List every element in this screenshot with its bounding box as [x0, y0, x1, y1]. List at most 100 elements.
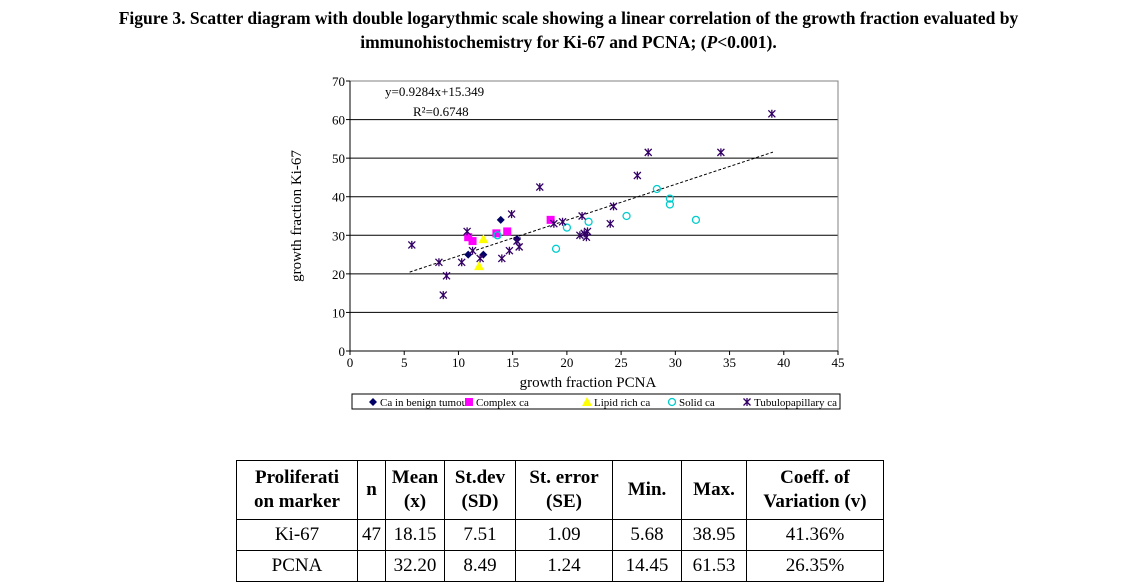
header-marker-1: Proliferati — [254, 467, 340, 488]
caption-line-2: immunohistochemistry for Ki-67 and PCNA;… — [0, 30, 1137, 54]
header-marker: Proliferati on marker — [236, 460, 358, 520]
data-point — [562, 223, 572, 232]
x-tick-label: 0 — [347, 355, 354, 370]
data-points — [407, 109, 776, 300]
cell-mean: 32.20 — [385, 550, 445, 582]
data-point — [644, 148, 653, 157]
data-point — [463, 227, 472, 236]
data-point — [507, 210, 516, 219]
cell-mean: 18.15 — [385, 519, 445, 551]
data-point — [665, 194, 675, 203]
x-tick-label: 35 — [723, 355, 736, 370]
data-point — [578, 212, 587, 220]
data-point — [606, 219, 615, 228]
data-point — [503, 227, 512, 236]
caption-line-2-a: immunohistochemistry for Ki-67 and PCNA;… — [360, 32, 707, 52]
header-stdev-1: St.dev — [454, 467, 506, 488]
x-tick-label: 10 — [452, 355, 465, 370]
cell-max: 38.95 — [681, 519, 747, 551]
cell-stdev: 7.51 — [444, 519, 516, 551]
trend-equation: y=0.9284x+15.349 — [385, 84, 484, 99]
y-axis-label: growth fraction Ki-67 — [289, 150, 305, 282]
axes: 0 10 20 30 40 50 60 70 0 5 10 15 20 25 30 35 40 45 — [332, 74, 845, 370]
data-point — [468, 246, 477, 255]
y-tick-label: 70 — [332, 74, 345, 89]
data-point — [468, 237, 477, 246]
data-point — [434, 258, 443, 267]
table-row: Ki-67 47 18.15 7.51 1.09 5.68 38.95 41.3… — [236, 519, 884, 551]
header-sterr-1: St. error — [529, 467, 599, 488]
legend-marker — [369, 398, 377, 406]
data-point — [691, 215, 701, 225]
x-tick-label: 20 — [560, 355, 573, 370]
legend-marker — [667, 397, 677, 407]
legend-marker — [465, 398, 473, 406]
header-mean: Mean (x) — [385, 460, 445, 520]
header-stdev-2: (SD) — [461, 491, 499, 512]
header-stdev: St.dev (SD) — [444, 460, 516, 520]
data-point — [575, 231, 584, 240]
gridlines — [350, 119, 838, 313]
table-row: PCNA 32.20 8.49 1.24 14.45 61.53 26.35% — [236, 550, 884, 582]
header-sterr: St. error (SE) — [515, 460, 613, 520]
trendline-group — [409, 151, 774, 273]
data-point — [479, 250, 488, 259]
legend-marker — [582, 397, 592, 406]
data-point — [515, 242, 524, 251]
header-min: Min. — [612, 460, 682, 520]
x-tick-label: 25 — [615, 355, 628, 370]
cell-cv: 26.35% — [746, 550, 884, 582]
legend-marker — [743, 398, 751, 406]
data-point — [535, 183, 544, 192]
legend-box — [351, 393, 841, 410]
y-tick-label: 40 — [332, 190, 345, 205]
plot-area — [349, 80, 839, 352]
legend-label: Lipid rich ca — [594, 397, 650, 409]
y-tick-label: 10 — [332, 305, 345, 320]
header-mean-2: (x) — [403, 491, 427, 512]
y-tick-label: 20 — [332, 267, 345, 282]
cell-n — [357, 550, 386, 582]
data-point — [496, 215, 505, 224]
cell-sterr: 1.09 — [515, 519, 613, 551]
data-point — [633, 171, 642, 180]
x-tick-label: 5 — [401, 355, 408, 370]
data-point — [584, 217, 593, 226]
legend-label: Solid ca — [679, 397, 715, 409]
x-axis-label: growth fraction PCNA — [520, 375, 657, 391]
legend-label: Complex ca — [476, 397, 529, 409]
legend: Ca in benign tumour Complex ca Lipid rich … — [351, 393, 841, 410]
data-point — [478, 234, 489, 244]
data-point — [407, 240, 416, 249]
x-tick-label: 30 — [669, 355, 682, 370]
scatter-chart: 0 10 20 30 40 50 60 70 0 5 10 15 20 25 30 35 40 45 y=0.92… — [289, 74, 845, 410]
cell-stdev: 8.49 — [444, 550, 516, 582]
data-point — [457, 258, 466, 267]
legend-label: Ca in benign tumour — [380, 397, 471, 409]
cell-marker: PCNA — [236, 550, 358, 582]
caption-p-symbol: P — [706, 32, 718, 52]
trend-r2: R²=0.6748 — [413, 104, 469, 119]
data-point — [442, 271, 451, 280]
data-point — [474, 261, 485, 271]
cell-sterr: 1.24 — [515, 550, 613, 582]
caption-line-1: Figure 3. Scatter diagram with double lo… — [118, 8, 1019, 28]
y-tick-label: 30 — [332, 228, 345, 243]
statistics-table: Proliferati on marker n Mean (x) St.dev (SD… — [236, 460, 884, 582]
y-tick-label: 50 — [332, 151, 345, 166]
data-point — [493, 231, 502, 240]
cell-marker: Ki-67 — [236, 519, 358, 551]
data-point — [622, 211, 631, 221]
y-tick-label: 0 — [339, 344, 346, 359]
data-point — [583, 227, 592, 236]
data-point — [476, 254, 485, 263]
data-point — [546, 215, 555, 224]
legend-label: Tubulopapillary ca — [754, 397, 837, 409]
header-marker-2: on marker — [253, 491, 340, 512]
data-point — [551, 244, 561, 253]
data-point — [505, 246, 514, 255]
data-point — [665, 200, 675, 209]
data-point — [716, 148, 725, 157]
y-tick-label: 60 — [332, 113, 345, 128]
data-point — [439, 291, 448, 300]
